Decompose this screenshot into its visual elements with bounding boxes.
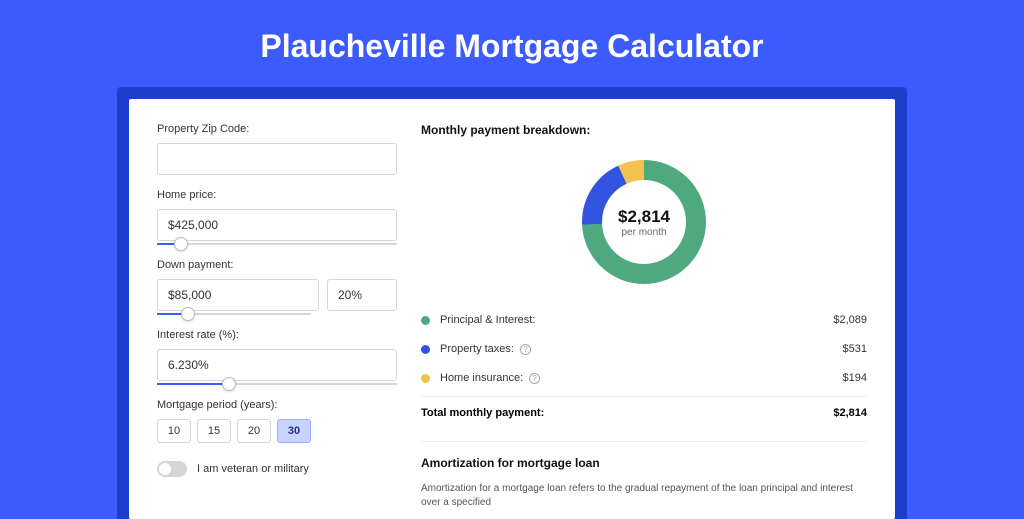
donut-center: $2,814 per month [579, 157, 709, 287]
breakdown-title: Monthly payment breakdown: [421, 123, 867, 137]
home-price-label: Home price: [157, 189, 397, 201]
donut-chart: $2,814 per month [421, 149, 867, 305]
slider-thumb[interactable] [181, 307, 195, 321]
amortization-section: Amortization for mortgage loan Amortizat… [421, 441, 867, 510]
home-price-slider[interactable] [157, 243, 397, 245]
down-payment-label: Down payment: [157, 259, 397, 271]
card-banner: Property Zip Code: Home price: Down paym… [117, 87, 907, 519]
zip-input[interactable] [157, 143, 397, 175]
amortization-body: Amortization for a mortgage loan refers … [421, 482, 867, 510]
page-title: Plaucheville Mortgage Calculator [0, 0, 1024, 87]
home-price-input[interactable] [157, 209, 397, 241]
donut-amount: $2,814 [618, 207, 670, 227]
legend-dot [421, 374, 430, 383]
donut-sub: per month [621, 227, 666, 238]
slider-thumb[interactable] [222, 377, 236, 391]
period-option-10[interactable]: 10 [157, 419, 191, 443]
form-column: Property Zip Code: Home price: Down paym… [157, 123, 397, 519]
veteran-label: I am veteran or military [197, 463, 309, 475]
down-payment-pct-input[interactable] [327, 279, 397, 311]
veteran-toggle[interactable] [157, 461, 187, 477]
legend-row-insurance: Home insurance:?$194 [421, 363, 867, 392]
interest-label: Interest rate (%): [157, 329, 397, 341]
amortization-title: Amortization for mortgage loan [421, 456, 867, 470]
legend-value: $194 [843, 372, 867, 384]
legend-dot [421, 345, 430, 354]
slider-thumb[interactable] [174, 237, 188, 251]
total-value: $2,814 [833, 407, 867, 419]
total-row: Total monthly payment: $2,814 [421, 396, 867, 427]
home-price-field: Home price: [157, 189, 397, 245]
legend-label: Home insurance:? [440, 372, 843, 384]
period-label: Mortgage period (years): [157, 399, 397, 411]
legend-dot [421, 316, 430, 325]
interest-field: Interest rate (%): [157, 329, 397, 385]
total-label: Total monthly payment: [421, 407, 833, 419]
breakdown-column: Monthly payment breakdown: $2,814 per mo… [421, 123, 867, 519]
info-icon[interactable]: ? [520, 344, 531, 355]
legend-label: Principal & Interest: [440, 314, 833, 326]
zip-field: Property Zip Code: [157, 123, 397, 175]
down-payment-slider[interactable] [157, 313, 311, 315]
legend-label: Property taxes:? [440, 343, 843, 355]
period-option-20[interactable]: 20 [237, 419, 271, 443]
interest-slider[interactable] [157, 383, 397, 385]
legend-row-principal: Principal & Interest:$2,089 [421, 305, 867, 334]
info-icon[interactable]: ? [529, 373, 540, 384]
down-payment-input[interactable] [157, 279, 319, 311]
period-field: Mortgage period (years): 10152030 [157, 399, 397, 443]
legend-value: $2,089 [833, 314, 867, 326]
period-option-30[interactable]: 30 [277, 419, 311, 443]
period-option-15[interactable]: 15 [197, 419, 231, 443]
zip-label: Property Zip Code: [157, 123, 397, 135]
interest-input[interactable] [157, 349, 397, 381]
legend-value: $531 [843, 343, 867, 355]
veteran-row: I am veteran or military [157, 461, 397, 477]
down-payment-field: Down payment: [157, 259, 397, 315]
calculator-card: Property Zip Code: Home price: Down paym… [129, 99, 895, 519]
legend-row-taxes: Property taxes:?$531 [421, 334, 867, 363]
